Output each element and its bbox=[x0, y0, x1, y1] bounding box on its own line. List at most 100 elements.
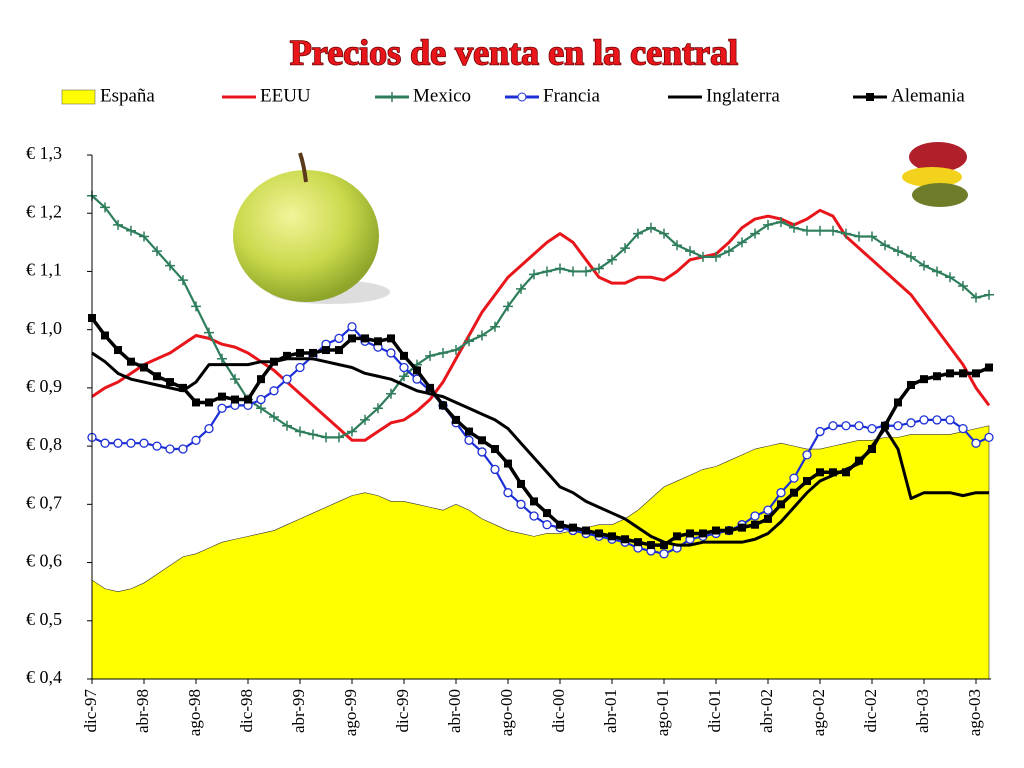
marker bbox=[660, 541, 668, 550]
marker bbox=[205, 398, 213, 407]
x-tick-label: dic-99 bbox=[393, 689, 412, 732]
marker bbox=[529, 511, 539, 521]
marker bbox=[906, 251, 916, 262]
marker bbox=[113, 219, 123, 230]
marker bbox=[230, 374, 240, 385]
apple-slices-image bbox=[902, 142, 968, 207]
marker bbox=[348, 334, 356, 343]
marker bbox=[841, 228, 851, 239]
x-tick-label: dic-02 bbox=[861, 689, 880, 732]
marker bbox=[295, 426, 305, 437]
legend-label: Francia bbox=[543, 85, 601, 106]
marker bbox=[594, 263, 604, 274]
marker bbox=[399, 371, 409, 382]
marker bbox=[361, 334, 369, 343]
marker bbox=[334, 333, 344, 344]
marker bbox=[842, 468, 850, 477]
marker bbox=[607, 254, 617, 265]
y-tick-label: € 0,7 bbox=[26, 492, 62, 512]
y-tick-label: € 0,5 bbox=[26, 609, 62, 629]
marker bbox=[958, 423, 968, 434]
marker bbox=[360, 414, 370, 425]
x-tick-label: ago-99 bbox=[341, 689, 360, 736]
marker bbox=[413, 366, 421, 375]
marker bbox=[868, 445, 876, 454]
marker bbox=[932, 415, 942, 425]
x-tick-label: abr-01 bbox=[601, 689, 620, 733]
marker bbox=[269, 412, 279, 422]
marker bbox=[686, 529, 694, 538]
marker bbox=[231, 395, 239, 404]
marker bbox=[802, 225, 812, 236]
y-tick-label: € 1,1 bbox=[26, 260, 62, 280]
marker bbox=[647, 541, 655, 550]
marker bbox=[763, 505, 773, 515]
marker bbox=[204, 423, 214, 434]
marker bbox=[503, 301, 513, 312]
marker bbox=[153, 372, 161, 381]
marker bbox=[101, 331, 109, 340]
marker bbox=[542, 266, 552, 277]
marker bbox=[984, 289, 994, 300]
x-tick-label: abr-03 bbox=[913, 689, 932, 733]
marker bbox=[373, 403, 383, 414]
marker bbox=[582, 526, 590, 535]
marker bbox=[165, 444, 175, 454]
marker bbox=[828, 421, 838, 431]
marker bbox=[906, 418, 916, 428]
marker bbox=[764, 514, 772, 523]
marker bbox=[816, 468, 824, 477]
marker bbox=[218, 392, 226, 401]
marker bbox=[634, 538, 642, 547]
marker bbox=[347, 322, 357, 332]
marker bbox=[529, 269, 539, 280]
marker bbox=[907, 380, 915, 389]
marker bbox=[530, 497, 538, 506]
x-tick-label: dic-98 bbox=[237, 689, 256, 732]
marker bbox=[984, 432, 994, 443]
marker bbox=[881, 421, 889, 430]
y-tick-label: € 1,0 bbox=[26, 318, 62, 338]
marker bbox=[555, 263, 565, 274]
marker bbox=[698, 251, 708, 262]
marker bbox=[490, 464, 500, 475]
marker bbox=[438, 347, 448, 358]
marker bbox=[386, 388, 396, 399]
marker bbox=[191, 301, 201, 312]
marker bbox=[374, 337, 382, 346]
marker bbox=[452, 415, 460, 424]
marker bbox=[971, 438, 981, 448]
marker bbox=[659, 228, 669, 239]
marker bbox=[139, 438, 149, 448]
marker bbox=[152, 246, 162, 257]
marker bbox=[295, 362, 305, 373]
marker bbox=[854, 421, 864, 431]
marker bbox=[516, 499, 526, 509]
marker bbox=[854, 231, 864, 242]
marker bbox=[751, 520, 759, 529]
marker bbox=[789, 222, 799, 233]
marker bbox=[283, 351, 291, 360]
line bbox=[91, 208, 991, 442]
marker bbox=[140, 363, 148, 372]
marker bbox=[490, 321, 500, 332]
marker bbox=[282, 374, 292, 384]
marker bbox=[400, 351, 408, 360]
x-tick-label: ago-02 bbox=[809, 689, 828, 736]
marker bbox=[347, 426, 357, 437]
marker bbox=[919, 415, 929, 425]
marker bbox=[399, 362, 409, 373]
marker bbox=[217, 403, 227, 413]
legend-label: Mexico bbox=[413, 85, 471, 106]
marker bbox=[282, 420, 292, 431]
legend: España EEUU Mexico Francia Inglaterra Alemani… bbox=[61, 85, 965, 106]
marker bbox=[945, 272, 955, 283]
marker bbox=[166, 378, 174, 387]
y-tick-label: € 0,9 bbox=[26, 376, 62, 396]
marker bbox=[815, 225, 825, 236]
marker bbox=[387, 334, 395, 343]
marker bbox=[517, 479, 525, 488]
marker bbox=[412, 374, 422, 384]
legend-marker bbox=[517, 92, 527, 102]
marker bbox=[867, 231, 877, 242]
